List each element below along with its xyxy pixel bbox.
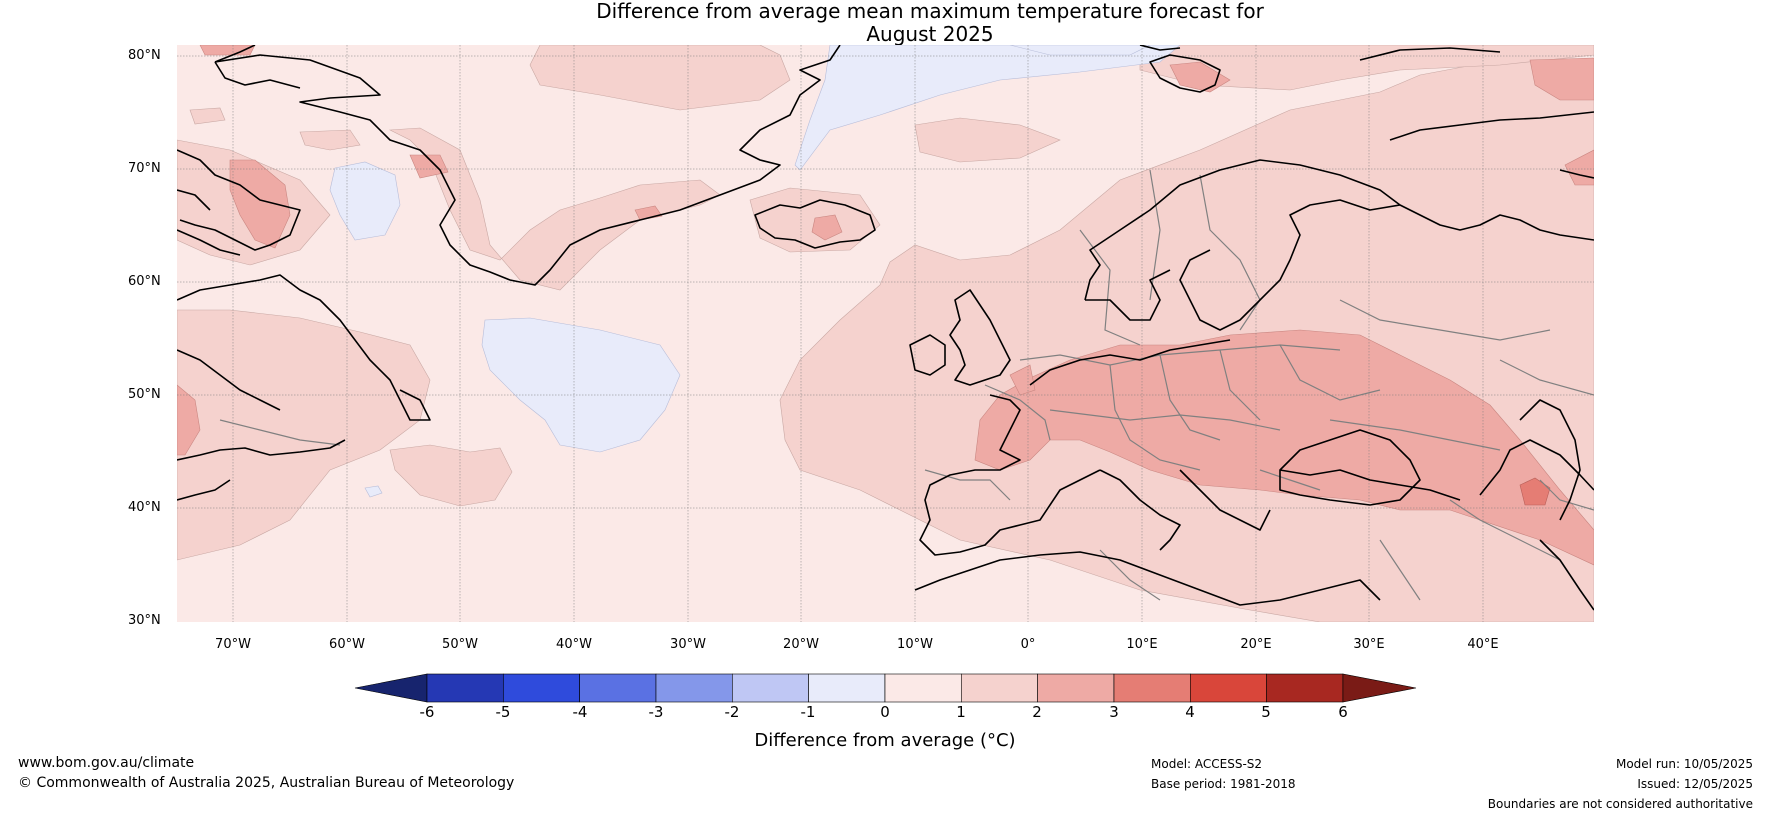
lon-label: 10°E [1126, 637, 1158, 652]
colorbar-tick-label: -4 [572, 703, 588, 721]
coastlines [177, 45, 1594, 611]
colorbar-segment [1266, 673, 1344, 703]
lon-label: 40°W [556, 637, 592, 652]
colorbar-extend-low [354, 673, 428, 703]
colorbar-tick-label: -3 [648, 703, 664, 721]
colorbar-segment [1113, 673, 1191, 703]
colorbar-segment [579, 673, 657, 703]
lon-label: 70°W [215, 637, 251, 652]
footer-model: Model: ACCESS-S2 [1151, 757, 1263, 771]
footer-base-period: Base period: 1981-2018 [1151, 777, 1296, 791]
footer-copyright: © Commonwealth of Australia 2025, Austra… [18, 775, 515, 791]
lon-label: 60°W [329, 637, 365, 652]
footer-website: www.bom.gov.au/climate [18, 755, 195, 771]
colorbar-segment [808, 673, 886, 703]
lon-label: 30°W [670, 637, 706, 652]
colorbar-segment [502, 673, 580, 703]
lon-label: 20°W [783, 637, 819, 652]
anomaly-band-3-4 [1519, 477, 1551, 506]
anomaly-band-neg1-0 [329, 45, 1181, 498]
colorbar-extend-high [1342, 673, 1417, 703]
footer-model-run: Model run: 10/05/2025 [1615, 757, 1753, 771]
colorbar-title: Difference from average (°C) [754, 730, 1016, 751]
lon-label: 10°W [897, 637, 933, 652]
country-borders [219, 169, 1594, 601]
colorbar-segment [426, 673, 504, 703]
lat-label: 60°N [128, 274, 161, 289]
colorbar-tick-label: 1 [956, 703, 966, 721]
colorbar-segment [655, 673, 733, 703]
footer-issued: Issued: 12/05/2025 [1637, 777, 1753, 791]
colorbar-segment [884, 673, 962, 703]
map-title-line-2: August 2025 [866, 22, 994, 46]
colorbar-tick-label: -5 [495, 703, 511, 721]
lat-label: 70°N [128, 161, 161, 176]
colorbar-tick-label: 0 [880, 703, 890, 721]
lon-label: 30°E [1353, 637, 1385, 652]
lon-label: 40°E [1467, 637, 1499, 652]
graticule [177, 45, 1594, 622]
colorbar-tick-label: 3 [1109, 703, 1119, 721]
colorbar-segments [354, 673, 1417, 703]
colorbar-segment [1190, 673, 1267, 703]
lon-label: 50°W [442, 637, 478, 652]
colorbar-tick-label: -2 [724, 703, 740, 721]
lon-label: 20°E [1240, 637, 1272, 652]
colorbar-tick-label: -1 [800, 703, 816, 721]
lon-label: 0° [1020, 637, 1036, 652]
lat-label: 50°N [128, 387, 161, 402]
colorbar-segment [731, 673, 809, 703]
colorbar-tick-label: -6 [419, 703, 435, 721]
colorbar-tick-label: 6 [1338, 703, 1348, 721]
anomaly-band-2-3 [177, 45, 1594, 566]
lat-label: 80°N [128, 48, 161, 63]
footer-disclaimer: Boundaries are not considered authoritat… [1487, 797, 1753, 811]
map-plot-area [177, 45, 1594, 622]
colorbar-tick-label: 2 [1032, 703, 1042, 721]
lat-label: 40°N [128, 500, 161, 515]
colorbar-segment [1037, 673, 1115, 703]
colorbar-tick-label: 5 [1261, 703, 1271, 721]
colorbar-segment [960, 673, 1038, 703]
colorbar-tick-label: 4 [1185, 703, 1195, 721]
lat-label: 30°N [128, 613, 161, 628]
map-title-line-1: Difference from average mean maximum tem… [596, 0, 1264, 23]
